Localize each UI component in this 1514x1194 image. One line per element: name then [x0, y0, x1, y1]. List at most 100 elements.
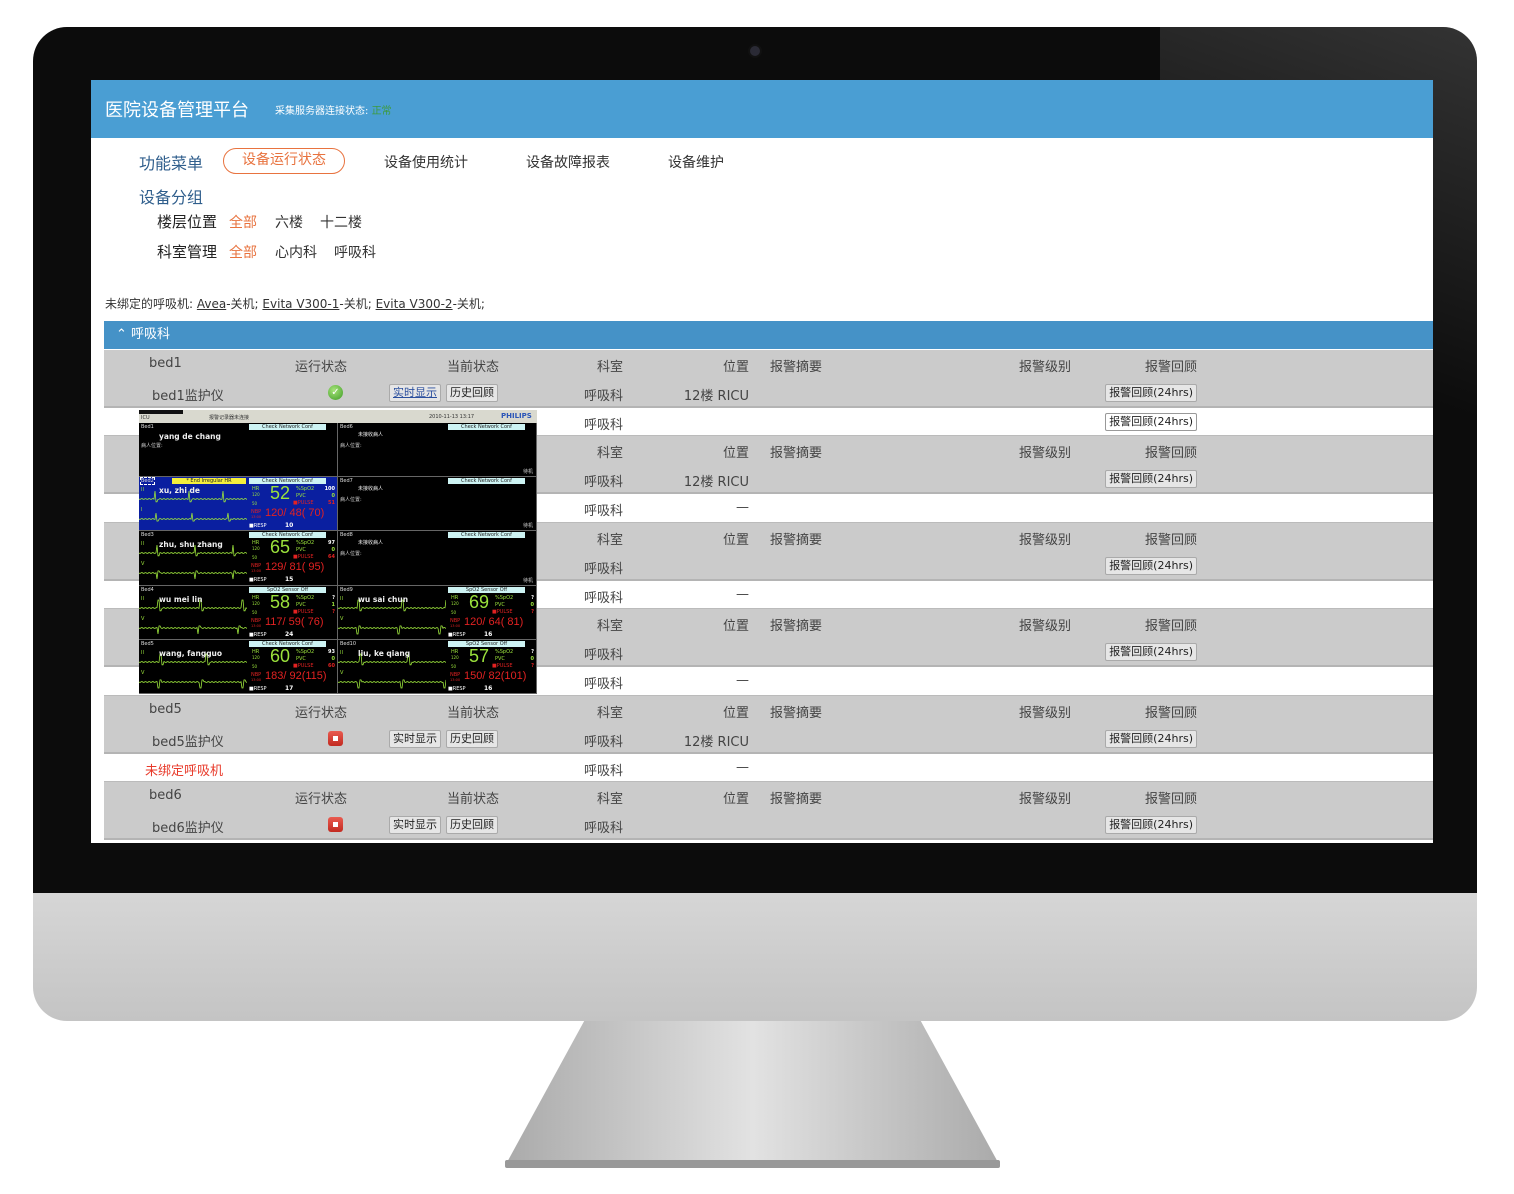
nbp-label: NBP	[251, 617, 262, 624]
pvc-value: 1	[331, 601, 335, 608]
monitor-panel[interactable]: Bed8 Check Network Conf 未接收病人 病人位置: 待机	[338, 531, 537, 586]
status-ok-icon: ✓	[328, 385, 343, 400]
alarm-review-button[interactable]: 报警回顾(24hrs)	[1105, 729, 1197, 748]
panel-bed-label: Bed10	[340, 640, 357, 647]
lead-label: II	[141, 487, 144, 494]
ventilator-state: -关机;	[339, 297, 372, 311]
alarm-review-button[interactable]: 报警回顾(24hrs)	[1105, 556, 1197, 575]
floor-option-6[interactable]: 六楼	[275, 215, 303, 231]
alarm-review-button[interactable]: 报警回顾(24hrs)	[1105, 413, 1197, 431]
floor-option-all[interactable]: 全部	[229, 215, 257, 231]
nav-tab-device-status[interactable]: 设备运行状态	[223, 148, 345, 174]
history-button[interactable]: 历史回顾	[446, 729, 498, 748]
camera-icon	[748, 44, 762, 58]
alarm-review-button[interactable]: 报警回顾(24hrs)	[1105, 643, 1197, 662]
table-header-row: bed1 运行状态 当前状态 科室 位置 报警摘要 报警级别 报警回顾	[104, 350, 1433, 379]
col-level: 报警级别	[1018, 532, 1071, 548]
status-offline-icon	[328, 817, 343, 832]
dept-option-respiratory[interactable]: 呼吸科	[334, 245, 376, 261]
col-summary: 报警摘要	[770, 705, 823, 721]
col-location: 位置	[722, 360, 749, 375]
spo2-label: %SpO2	[296, 540, 315, 547]
nbp-value: 129/ 81( 95)	[265, 561, 325, 574]
status-offline-icon	[328, 730, 343, 746]
live-view-button[interactable]: 实时显示	[389, 816, 441, 834]
hr-high: 120	[451, 600, 459, 606]
monitor-chin	[33, 893, 1477, 1021]
dept-option-cardiology[interactable]: 心内科	[275, 245, 317, 261]
history-button[interactable]: 历史回顾	[446, 816, 498, 834]
alarm-review-button[interactable]: 报警回顾(24hrs)	[1105, 816, 1197, 834]
ecg-wave-line	[139, 545, 247, 557]
history-button[interactable]: 历史回顾	[446, 384, 498, 402]
device-dept: 呼吸科	[583, 734, 623, 750]
col-dept: 科室	[596, 360, 623, 375]
nbp-value: 120/ 64( 81)	[464, 615, 524, 628]
ventilator-location: —	[736, 759, 749, 775]
chevron-up-icon[interactable]: ⌃	[116, 327, 127, 342]
ecg-waveforms	[139, 599, 247, 634]
alarm-review-button[interactable]: 报警回顾(24hrs)	[1105, 384, 1197, 402]
nav-tab-fault-report[interactable]: 设备故障报表	[526, 155, 610, 171]
col-review: 报警回顾	[1144, 446, 1197, 462]
spo2-label: %SpO2	[495, 648, 514, 655]
col-review: 报警回顾	[1144, 532, 1197, 548]
bed-name: bed5	[149, 701, 182, 717]
ventilator-link[interactable]: Evita V300-1	[262, 297, 340, 311]
ventilator-dept: 呼吸科	[583, 590, 623, 606]
floor-filter-label: 楼层位置	[157, 213, 218, 231]
nbp-value: 120/ 48( 70)	[265, 507, 325, 520]
hr-label: HR	[252, 648, 260, 655]
ventilator-dept: 呼吸科	[583, 677, 623, 693]
ecg-wave-line	[139, 491, 247, 503]
device-location: 12楼 RICU	[683, 475, 749, 491]
spo2-label: %SpO2	[296, 648, 315, 655]
col-dept: 科室	[596, 705, 623, 721]
live-view-button[interactable]: 实时显示	[389, 729, 441, 748]
ventilator-link[interactable]: Avea	[196, 297, 227, 311]
panel-location-label: 病人位置:	[340, 551, 362, 558]
spo2-value: 93	[328, 648, 335, 655]
floor-option-12[interactable]: 十二楼	[320, 215, 362, 231]
unbound-label: 未绑定的呼吸机:	[105, 297, 194, 311]
col-summary: 报警摘要	[770, 360, 823, 375]
pvc-value: 0	[331, 493, 335, 500]
col-location: 位置	[722, 619, 749, 635]
ecg-wave-line	[139, 570, 247, 580]
monitor-panel[interactable]: Bed2 * End Irregular HR Check Network Conf…	[139, 477, 338, 532]
col-summary: 报警摘要	[770, 792, 823, 807]
hr-value: 52	[270, 483, 291, 504]
ecg-waveforms	[338, 653, 446, 689]
connection-status: 采集服务器连接状态: 正常	[275, 102, 392, 117]
ecg-wave-line	[338, 599, 446, 611]
nav-tab-maintenance[interactable]: 设备维护	[668, 155, 724, 171]
pvc-value: 0	[331, 547, 335, 554]
nav-tab-usage-stats[interactable]: 设备使用统计	[384, 155, 468, 171]
monitor-topbar: ICU 报警记录器未连接 2010-11-13 13:17 PHILIPS	[139, 410, 537, 423]
hr-high: 120	[252, 654, 260, 660]
dept-option-all[interactable]: 全部	[229, 245, 257, 261]
col-dept: 科室	[596, 446, 623, 462]
table-header-row: bed6 运行状态 当前状态 科室 位置 报警摘要 报警级别 报警回顾	[104, 782, 1433, 811]
live-view-button[interactable]: 实时显示	[389, 384, 441, 402]
panel-patient-name: xu, zhi de	[159, 486, 200, 496]
monitor-panel[interactable]: Bed7 Check Network Conf 未接收病人 病人位置: 待机	[338, 477, 537, 532]
col-level: 报警级别	[1018, 619, 1071, 635]
panel-bed-label: Bed1	[141, 424, 154, 430]
device-dept: 呼吸科	[583, 475, 623, 491]
ecg-wave-line	[139, 653, 247, 665]
ventilator-link[interactable]: Evita V300-2	[375, 297, 453, 311]
panel-bed-label: Bed9	[340, 586, 353, 593]
ecg-wave-line	[139, 679, 247, 689]
pvc-value: 0	[530, 601, 534, 608]
monitor-panel[interactable]: Bed1 Check Network Conf yang de chang 病人位置:	[139, 423, 338, 478]
alarm-review-button[interactable]: 报警回顾(24hrs)	[1105, 470, 1197, 489]
section-respiratory[interactable]: ⌃ 呼吸科	[104, 321, 1433, 349]
monitor-panel[interactable]: Bed6 Check Network Conf 未接收病人 病人位置: 待机	[338, 423, 537, 478]
resp-label: ■RESP	[249, 577, 267, 584]
